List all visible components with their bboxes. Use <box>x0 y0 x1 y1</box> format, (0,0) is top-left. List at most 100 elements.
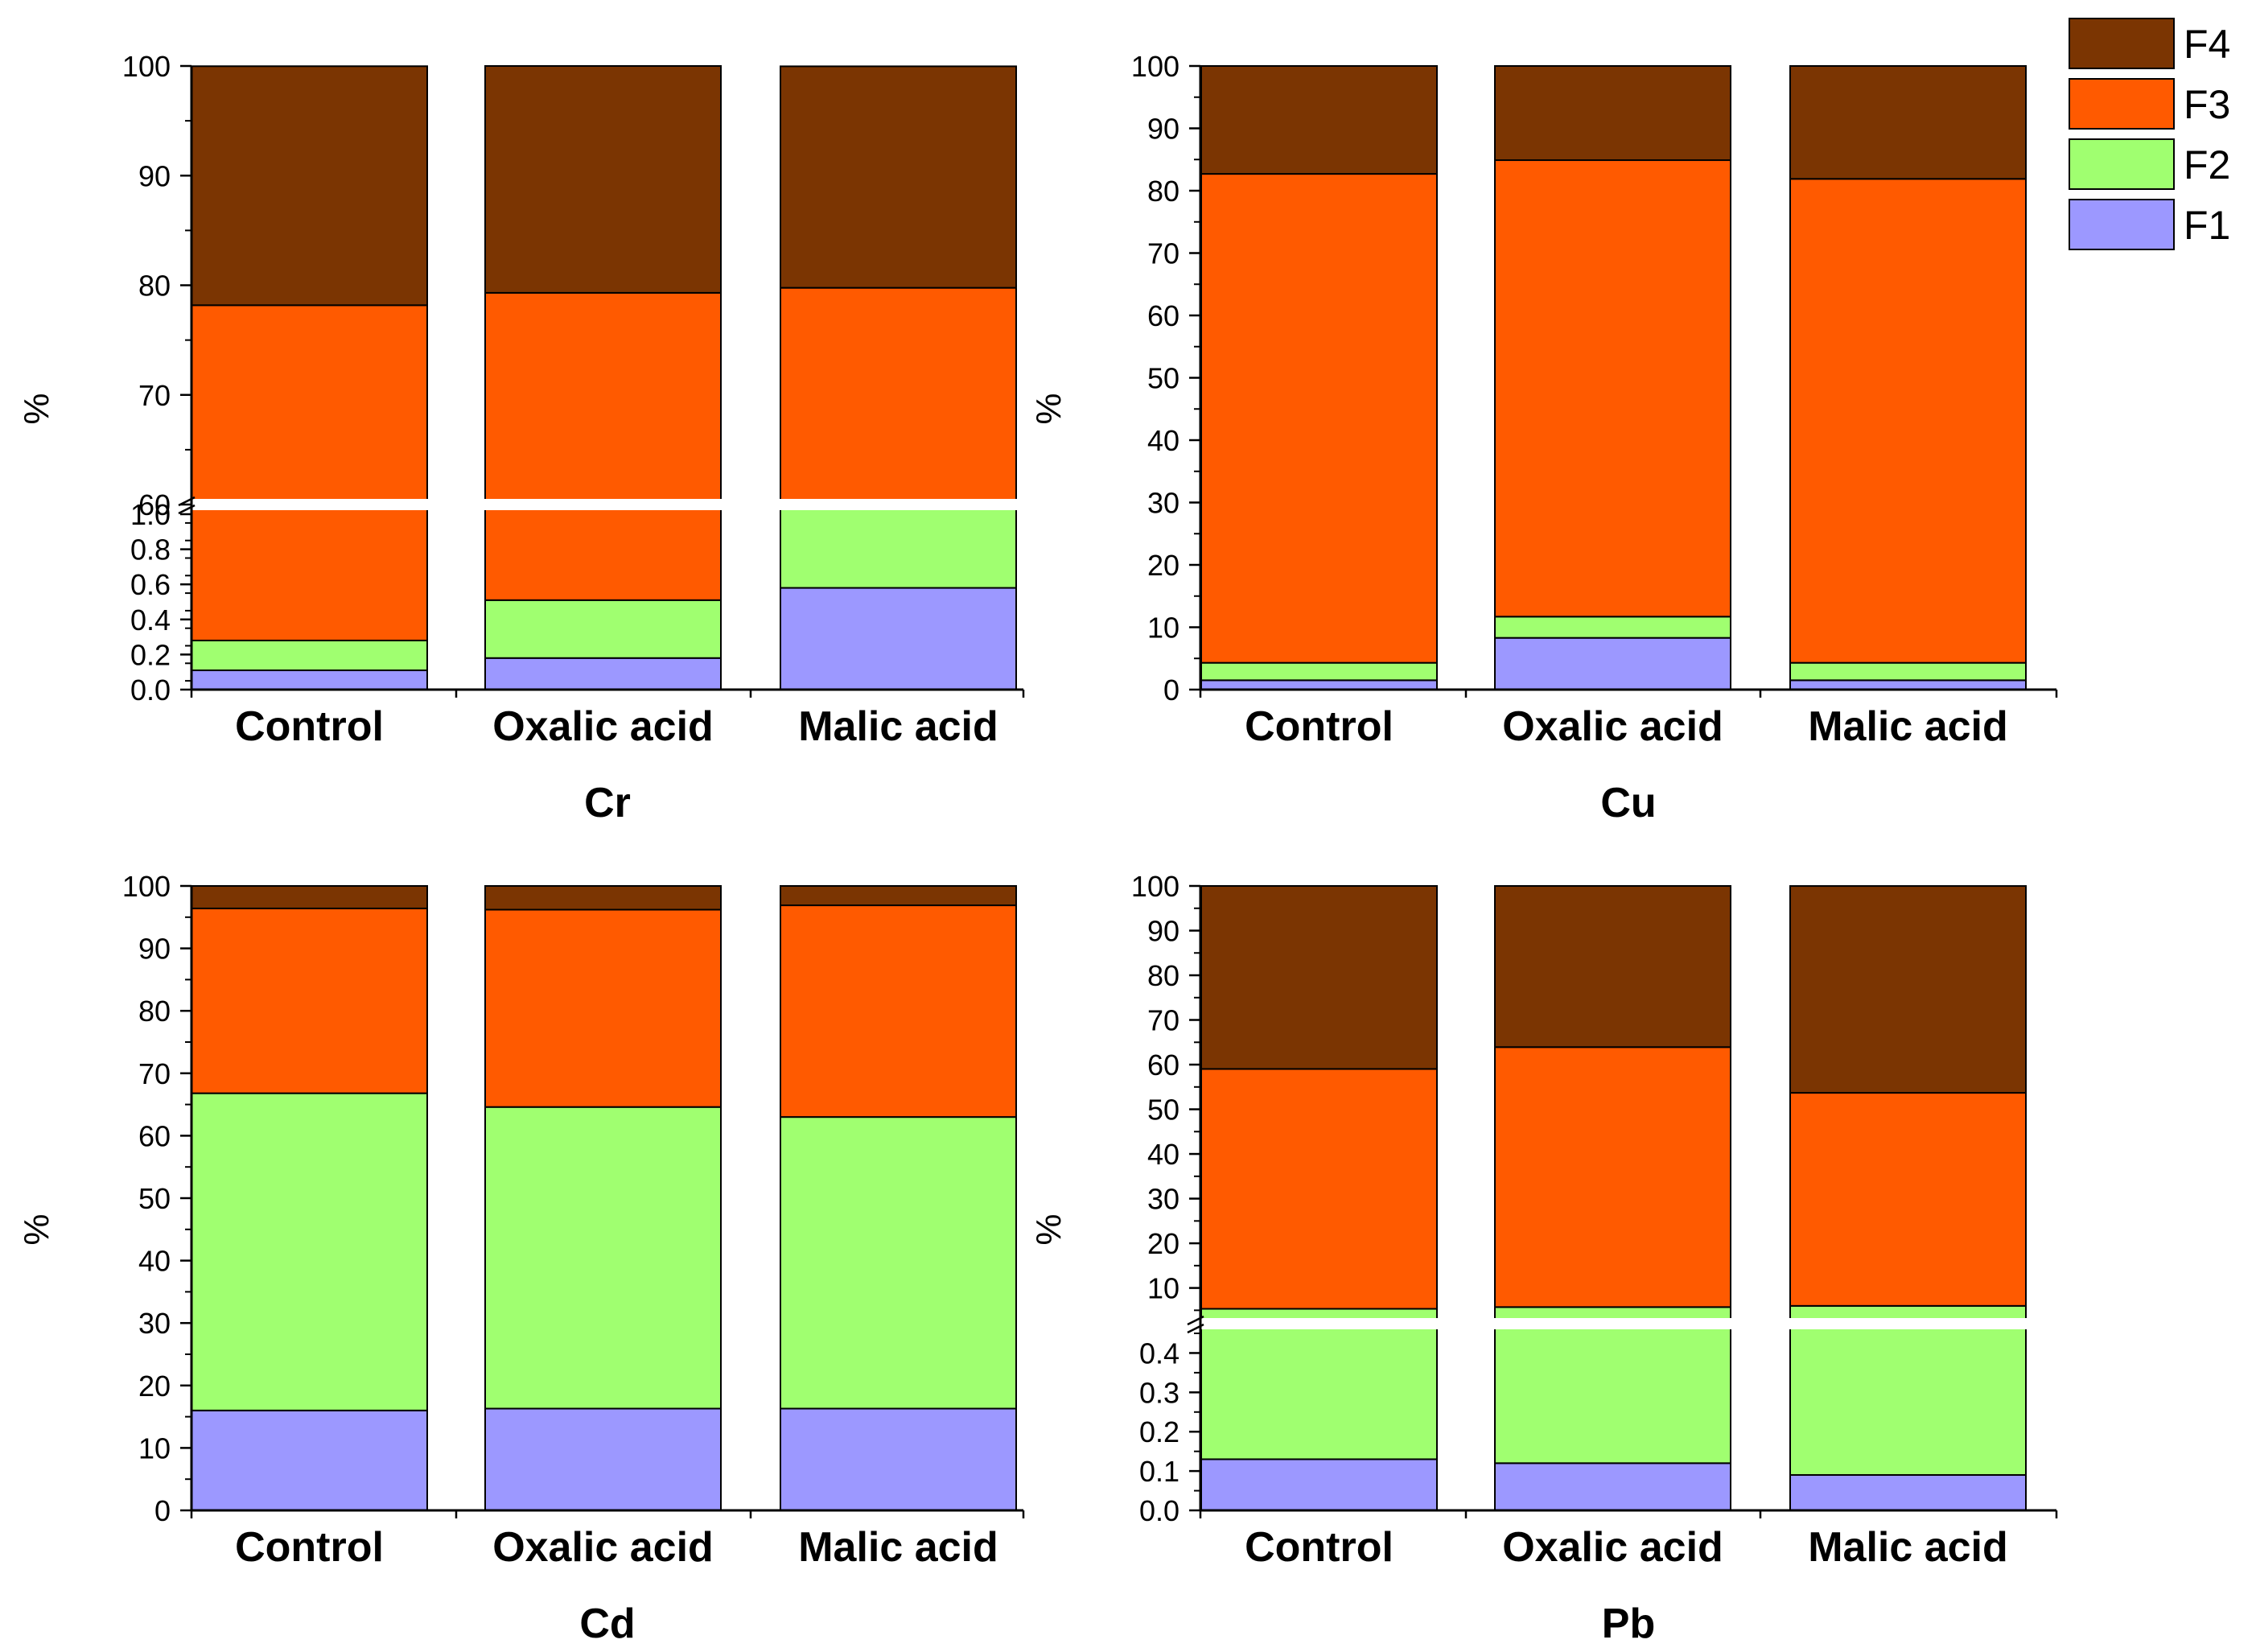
bar-segment-cd-f1-0 <box>191 1409 428 1511</box>
upper-tick-label: 30 <box>1147 1183 1179 1216</box>
y-tick-label: 70 <box>138 1057 171 1090</box>
upper-tick-label: 90 <box>138 159 171 192</box>
upper-tick-label: 80 <box>138 270 171 303</box>
y-axis-label: % <box>17 1213 56 1245</box>
bar-segment-pb-f3-2 <box>1789 1092 2027 1307</box>
y-tick-label: 90 <box>1147 113 1179 146</box>
bar-segment-pb-f2-2 <box>1789 1304 2027 1477</box>
bar-segment-cd-f2-0 <box>191 1092 428 1411</box>
bar-segment-cu-f4-0 <box>1200 65 1438 175</box>
bar-segment-cd-f3-0 <box>191 907 428 1094</box>
bar-segment-cu-f1-2 <box>1789 679 2027 690</box>
upper-tick-label: 80 <box>1147 959 1179 992</box>
lower-tick-label: 0.2 <box>1139 1415 1179 1448</box>
y-tick-label: 0 <box>1163 674 1179 707</box>
upper-tick-label: 40 <box>1147 1138 1179 1171</box>
bar-segment-pb-f3-0 <box>1200 1068 1438 1310</box>
bar-segment-cd-f3-2 <box>780 904 1017 1118</box>
lower-tick-label: 0.0 <box>130 674 171 707</box>
upper-tick-label: 60 <box>138 488 171 521</box>
panel-title: Cd <box>579 1601 635 1647</box>
y-tick-label: 30 <box>138 1307 171 1340</box>
axis-break-gap <box>1189 1318 2056 1329</box>
bar-segment-cr-f1-0 <box>191 669 428 691</box>
bar-segment-cr-f4-1 <box>484 65 722 294</box>
bar-segment-cr-f3-2 <box>780 286 1017 505</box>
lower-tick-label: 0.3 <box>1139 1376 1179 1409</box>
upper-tick-label: 70 <box>138 379 171 412</box>
category-label: Malic acid <box>1808 703 2008 750</box>
category-label: Malic acid <box>798 1524 998 1571</box>
y-tick-label: 40 <box>138 1245 171 1278</box>
bar-segment-cr-f2-2 <box>780 504 1017 589</box>
legend-label: F2 <box>2184 142 2230 187</box>
legend: F4 F3 F2 F1 <box>2069 18 2230 250</box>
y-tick-label: 10 <box>138 1432 171 1465</box>
category-label: Oxalic acid <box>1502 703 1723 750</box>
bar-segment-cr-f3-1 <box>484 291 722 601</box>
bar-segment-pb-f1-0 <box>1200 1458 1438 1512</box>
legend-swatch-f2 <box>2069 138 2175 190</box>
panel-title: Pb <box>1602 1601 1655 1647</box>
category-label: Control <box>235 703 384 750</box>
y-tick-label: 20 <box>1147 549 1179 582</box>
bar-segment-pb-f3-1 <box>1494 1046 1731 1308</box>
bar-segment-cr-f4-0 <box>191 65 428 307</box>
y-tick-label: 30 <box>1147 487 1179 520</box>
axis-break-gap <box>180 499 1023 510</box>
y-axis-label: % <box>17 393 56 424</box>
y-tick-label: 90 <box>138 933 171 966</box>
category-label: Oxalic acid <box>1502 1524 1723 1571</box>
y-axis-label: % <box>1029 1213 1068 1245</box>
y-tick-label: 60 <box>138 1119 171 1152</box>
bar-segment-cu-f1-1 <box>1494 636 1731 690</box>
bar-segment-cr-f3-0 <box>191 304 428 641</box>
upper-tick-label: 20 <box>1147 1227 1179 1260</box>
y-tick-label: 100 <box>122 870 171 903</box>
upper-tick-label: 50 <box>1147 1094 1179 1127</box>
category-label: Control <box>1245 1524 1394 1571</box>
legend-label: F1 <box>2184 203 2230 248</box>
bar-segment-cd-f2-2 <box>780 1116 1017 1410</box>
bar-segment-cd-f2-1 <box>484 1106 722 1410</box>
lower-tick-label: 0.4 <box>1139 1337 1179 1370</box>
y-axis-label: % <box>1029 393 1068 424</box>
bar-segment-cd-f4-2 <box>780 885 1017 907</box>
legend-swatch-f1 <box>2069 199 2175 250</box>
upper-tick-label: 90 <box>1147 915 1179 948</box>
category-label: Malic acid <box>798 703 998 750</box>
bar-segment-pb-f4-1 <box>1494 885 1731 1048</box>
category-label: Oxalic acid <box>492 703 714 750</box>
y-tick-label: 50 <box>1147 362 1179 395</box>
bar-segment-cr-f2-1 <box>484 599 722 659</box>
bar-segment-cu-f3-1 <box>1494 159 1731 618</box>
chart-panel-cr: 0.00.20.40.60.81.060 70 80 90 100 Control Oxal… <box>17 50 1025 826</box>
lower-tick-label: 0.1 <box>1139 1455 1179 1488</box>
y-tick-label: 20 <box>138 1370 171 1403</box>
lower-tick-label: 0.6 <box>130 568 171 601</box>
bar-segment-cu-f4-1 <box>1494 65 1731 162</box>
bar-segment-cd-f1-1 <box>484 1407 722 1511</box>
bar-segment-cd-f4-1 <box>484 885 722 911</box>
upper-tick-label: 100 <box>1131 870 1179 903</box>
bar-segment-cu-f3-0 <box>1200 173 1438 664</box>
y-tick-label: 10 <box>1147 612 1179 645</box>
y-tick-label: 80 <box>138 995 171 1028</box>
bar-segment-pb-f1-1 <box>1494 1462 1731 1512</box>
category-label: Oxalic acid <box>492 1524 714 1571</box>
lower-tick-label: 0.0 <box>1139 1494 1179 1527</box>
bar-segment-cu-f1-0 <box>1200 679 1438 690</box>
bar-segment-cr-f1-1 <box>484 657 722 691</box>
panel-title: Cu <box>1600 780 1656 826</box>
bar-segment-cd-f4-0 <box>191 885 428 909</box>
bar-segment-cr-f4-2 <box>780 65 1017 289</box>
chart-panel-pb: 0.0 0.1 0.2 0.3 0.4 10 20 30 40 50 60 70 80 90 100 Cont… <box>1029 870 2058 1647</box>
lower-tick-label: 0.8 <box>130 534 171 566</box>
bar-segment-cu-f2-2 <box>1789 661 2027 682</box>
legend-swatch-f3 <box>2069 78 2175 130</box>
y-tick-label: 60 <box>1147 299 1179 332</box>
y-tick-label: 40 <box>1147 424 1179 457</box>
upper-tick-label: 60 <box>1147 1048 1179 1081</box>
y-tick-label: 100 <box>1131 50 1179 83</box>
